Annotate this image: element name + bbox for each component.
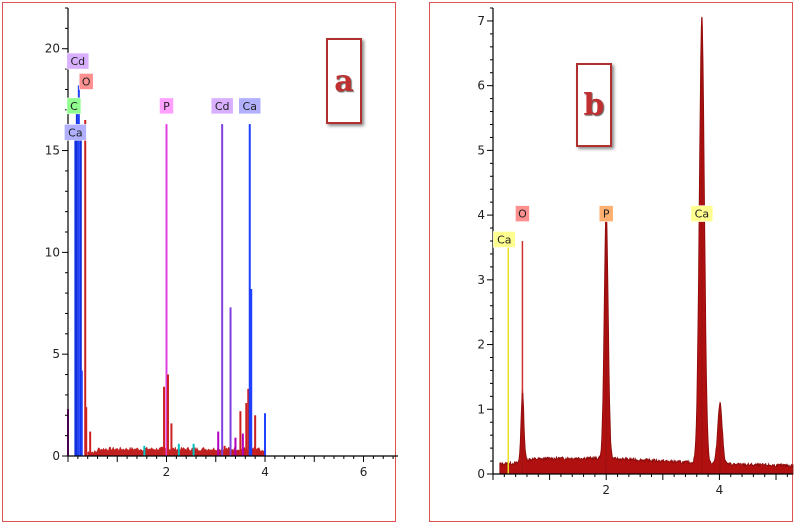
- chart-b-y-tick-label: 0: [477, 467, 485, 481]
- chart-b-element-label: P: [603, 208, 610, 221]
- chart-b-y-tick-label: 6: [477, 79, 485, 93]
- chart-b-spectrum: [499, 16, 794, 475]
- chart-b-x-tick-label: 2: [602, 483, 610, 497]
- chart-b-y-tick-label: 2: [477, 338, 485, 352]
- chart-b-element-label-bg: [690, 205, 714, 222]
- panel-a-letter: a: [326, 38, 362, 124]
- chart-b-y-tick-label: 1: [477, 402, 485, 416]
- chart-a-element-label: O: [82, 75, 91, 88]
- chart-b-x-tick-label: 4: [716, 483, 724, 497]
- chart-a-y-tick-label: 15: [45, 144, 60, 158]
- chart-a-element-label-bg: [78, 73, 94, 90]
- chart-a-y-tick-label: 5: [52, 347, 60, 361]
- chart-b-element-label: O: [518, 208, 527, 221]
- chart-a-element-label-bg: [66, 97, 82, 115]
- chart-b-y-tick-label: 7: [477, 14, 485, 28]
- chart-b-y-tick-label: 4: [477, 208, 485, 222]
- chart-a-y-tick-label: 10: [45, 245, 60, 259]
- chart-b-element-label: Ca: [695, 208, 709, 221]
- chart-b-y-tick-label: 5: [477, 143, 485, 157]
- chart-a-element-label-bg: [159, 97, 174, 115]
- chart-a-element-label: Ca: [68, 126, 82, 139]
- chart-a-element-label: C: [70, 100, 78, 113]
- chart-a-x-tick-label: 6: [360, 465, 368, 479]
- chart-b-element-label-bg: [598, 205, 614, 222]
- chart-a-element-label: Cd: [71, 55, 86, 68]
- chart-a-element-label: Ca: [243, 100, 257, 113]
- chart-b-element-label-bg: [515, 205, 530, 222]
- chart-a-x-tick-label: 4: [261, 465, 269, 479]
- chart-a-element-label-bg: [210, 97, 234, 115]
- chart-a-x-tick-label: 2: [163, 465, 171, 479]
- chart-b-element-label-bg: [493, 231, 516, 248]
- chart-a-element-label-bg: [64, 124, 87, 141]
- chart-a-y-tick-label: 0: [52, 449, 60, 463]
- chart-b-y-tick-label: 3: [477, 273, 485, 287]
- chart-a-element-label: Cd: [215, 100, 230, 113]
- chart-b-element-label: Ca: [497, 233, 511, 246]
- chart-a-element-label-bg: [238, 97, 261, 115]
- chart-a-y-tick-label: 20: [45, 42, 60, 56]
- panel-b-letter: b: [576, 63, 612, 147]
- chart-a-element-label: P: [163, 100, 170, 113]
- chart-a-element-label-bg: [66, 52, 90, 70]
